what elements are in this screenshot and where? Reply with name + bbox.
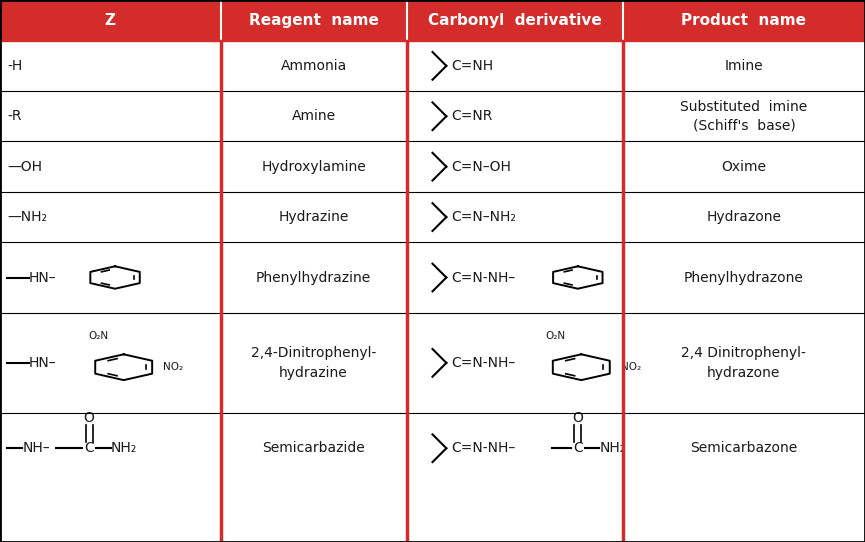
Text: C=N–OH: C=N–OH bbox=[452, 160, 511, 173]
Text: Imine: Imine bbox=[725, 59, 763, 73]
Text: Product  name: Product name bbox=[682, 13, 806, 28]
Text: C=N-NH–: C=N-NH– bbox=[452, 441, 516, 455]
Text: Phenylhydrazone: Phenylhydrazone bbox=[684, 270, 804, 285]
Text: -H: -H bbox=[7, 59, 22, 73]
Text: C=NH: C=NH bbox=[452, 59, 494, 73]
Text: C=N–NH₂: C=N–NH₂ bbox=[452, 210, 516, 224]
Text: —OH: —OH bbox=[7, 160, 42, 173]
Text: Semicarbazone: Semicarbazone bbox=[690, 441, 798, 455]
Text: C=N-NH–: C=N-NH– bbox=[452, 270, 516, 285]
Text: Carbonyl  derivative: Carbonyl derivative bbox=[428, 13, 601, 28]
Text: Hydroxylamine: Hydroxylamine bbox=[261, 160, 366, 173]
Text: Amine: Amine bbox=[292, 109, 336, 123]
Text: 2,4-Dinitrophenyl-
hydrazine: 2,4-Dinitrophenyl- hydrazine bbox=[251, 346, 376, 379]
Text: Reagent  name: Reagent name bbox=[248, 13, 379, 28]
Text: NH–: NH– bbox=[22, 441, 50, 455]
Text: Substituted  imine
(Schiff's  base): Substituted imine (Schiff's base) bbox=[680, 100, 808, 132]
Text: C: C bbox=[573, 441, 583, 455]
Text: C=NR: C=NR bbox=[452, 109, 493, 123]
Text: HN–: HN– bbox=[29, 270, 56, 285]
Text: Hydrazone: Hydrazone bbox=[707, 210, 781, 224]
Text: Ammonia: Ammonia bbox=[280, 59, 347, 73]
Text: C: C bbox=[84, 441, 94, 455]
Text: NH₂: NH₂ bbox=[111, 441, 137, 455]
Text: C=N-NH–: C=N-NH– bbox=[452, 356, 516, 370]
Text: Phenylhydrazine: Phenylhydrazine bbox=[256, 270, 371, 285]
Text: Hydrazine: Hydrazine bbox=[279, 210, 349, 224]
Text: Z: Z bbox=[105, 13, 116, 28]
Text: NO₂: NO₂ bbox=[163, 362, 183, 372]
Text: —NH₂: —NH₂ bbox=[7, 210, 47, 224]
Text: O₂N: O₂N bbox=[546, 331, 566, 341]
Text: Oxime: Oxime bbox=[721, 160, 766, 173]
Text: NO₂: NO₂ bbox=[621, 362, 641, 372]
Text: O: O bbox=[84, 411, 94, 425]
Text: NH₂: NH₂ bbox=[599, 441, 625, 455]
Text: Semicarbazide: Semicarbazide bbox=[262, 441, 365, 455]
Bar bbox=[0, 0, 865, 41]
Text: -R: -R bbox=[7, 109, 22, 123]
Text: HN–: HN– bbox=[29, 356, 56, 370]
Text: O: O bbox=[573, 411, 583, 425]
Text: O₂N: O₂N bbox=[88, 331, 108, 341]
Text: 2,4 Dinitrophenyl-
hydrazone: 2,4 Dinitrophenyl- hydrazone bbox=[682, 346, 806, 379]
